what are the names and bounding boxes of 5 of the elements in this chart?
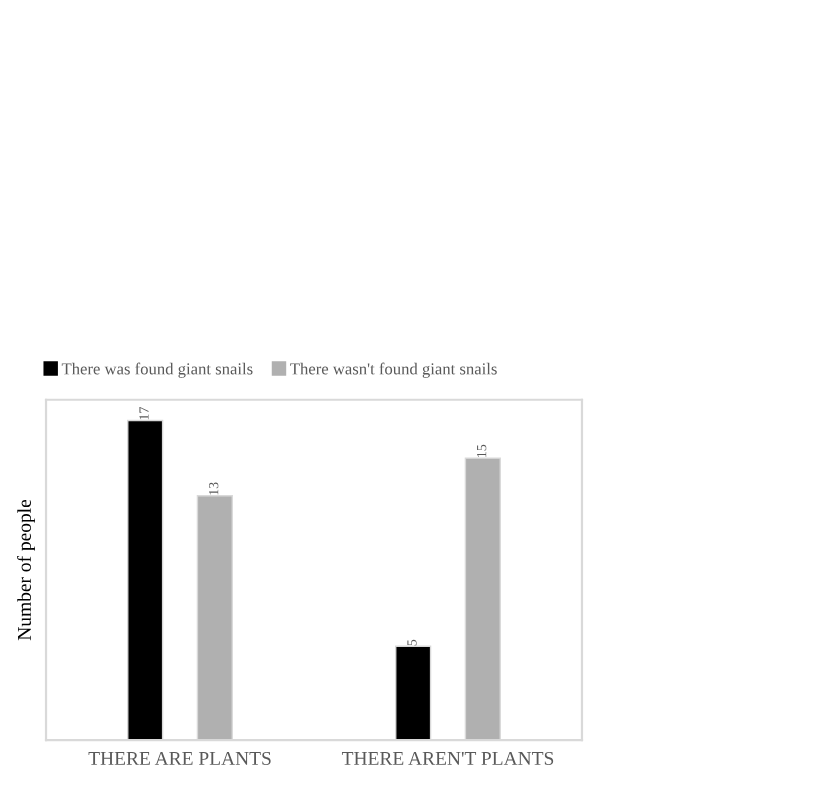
y-axis-title: Number of people xyxy=(17,499,35,641)
legend-label: There wasn't found giant snails xyxy=(290,362,497,378)
legend-label: There was found giant snails xyxy=(61,362,253,378)
x-tick-label: THERE AREN'T PLANTS xyxy=(341,751,554,766)
x-tick-label: THERE ARE PLANTS xyxy=(88,751,271,766)
